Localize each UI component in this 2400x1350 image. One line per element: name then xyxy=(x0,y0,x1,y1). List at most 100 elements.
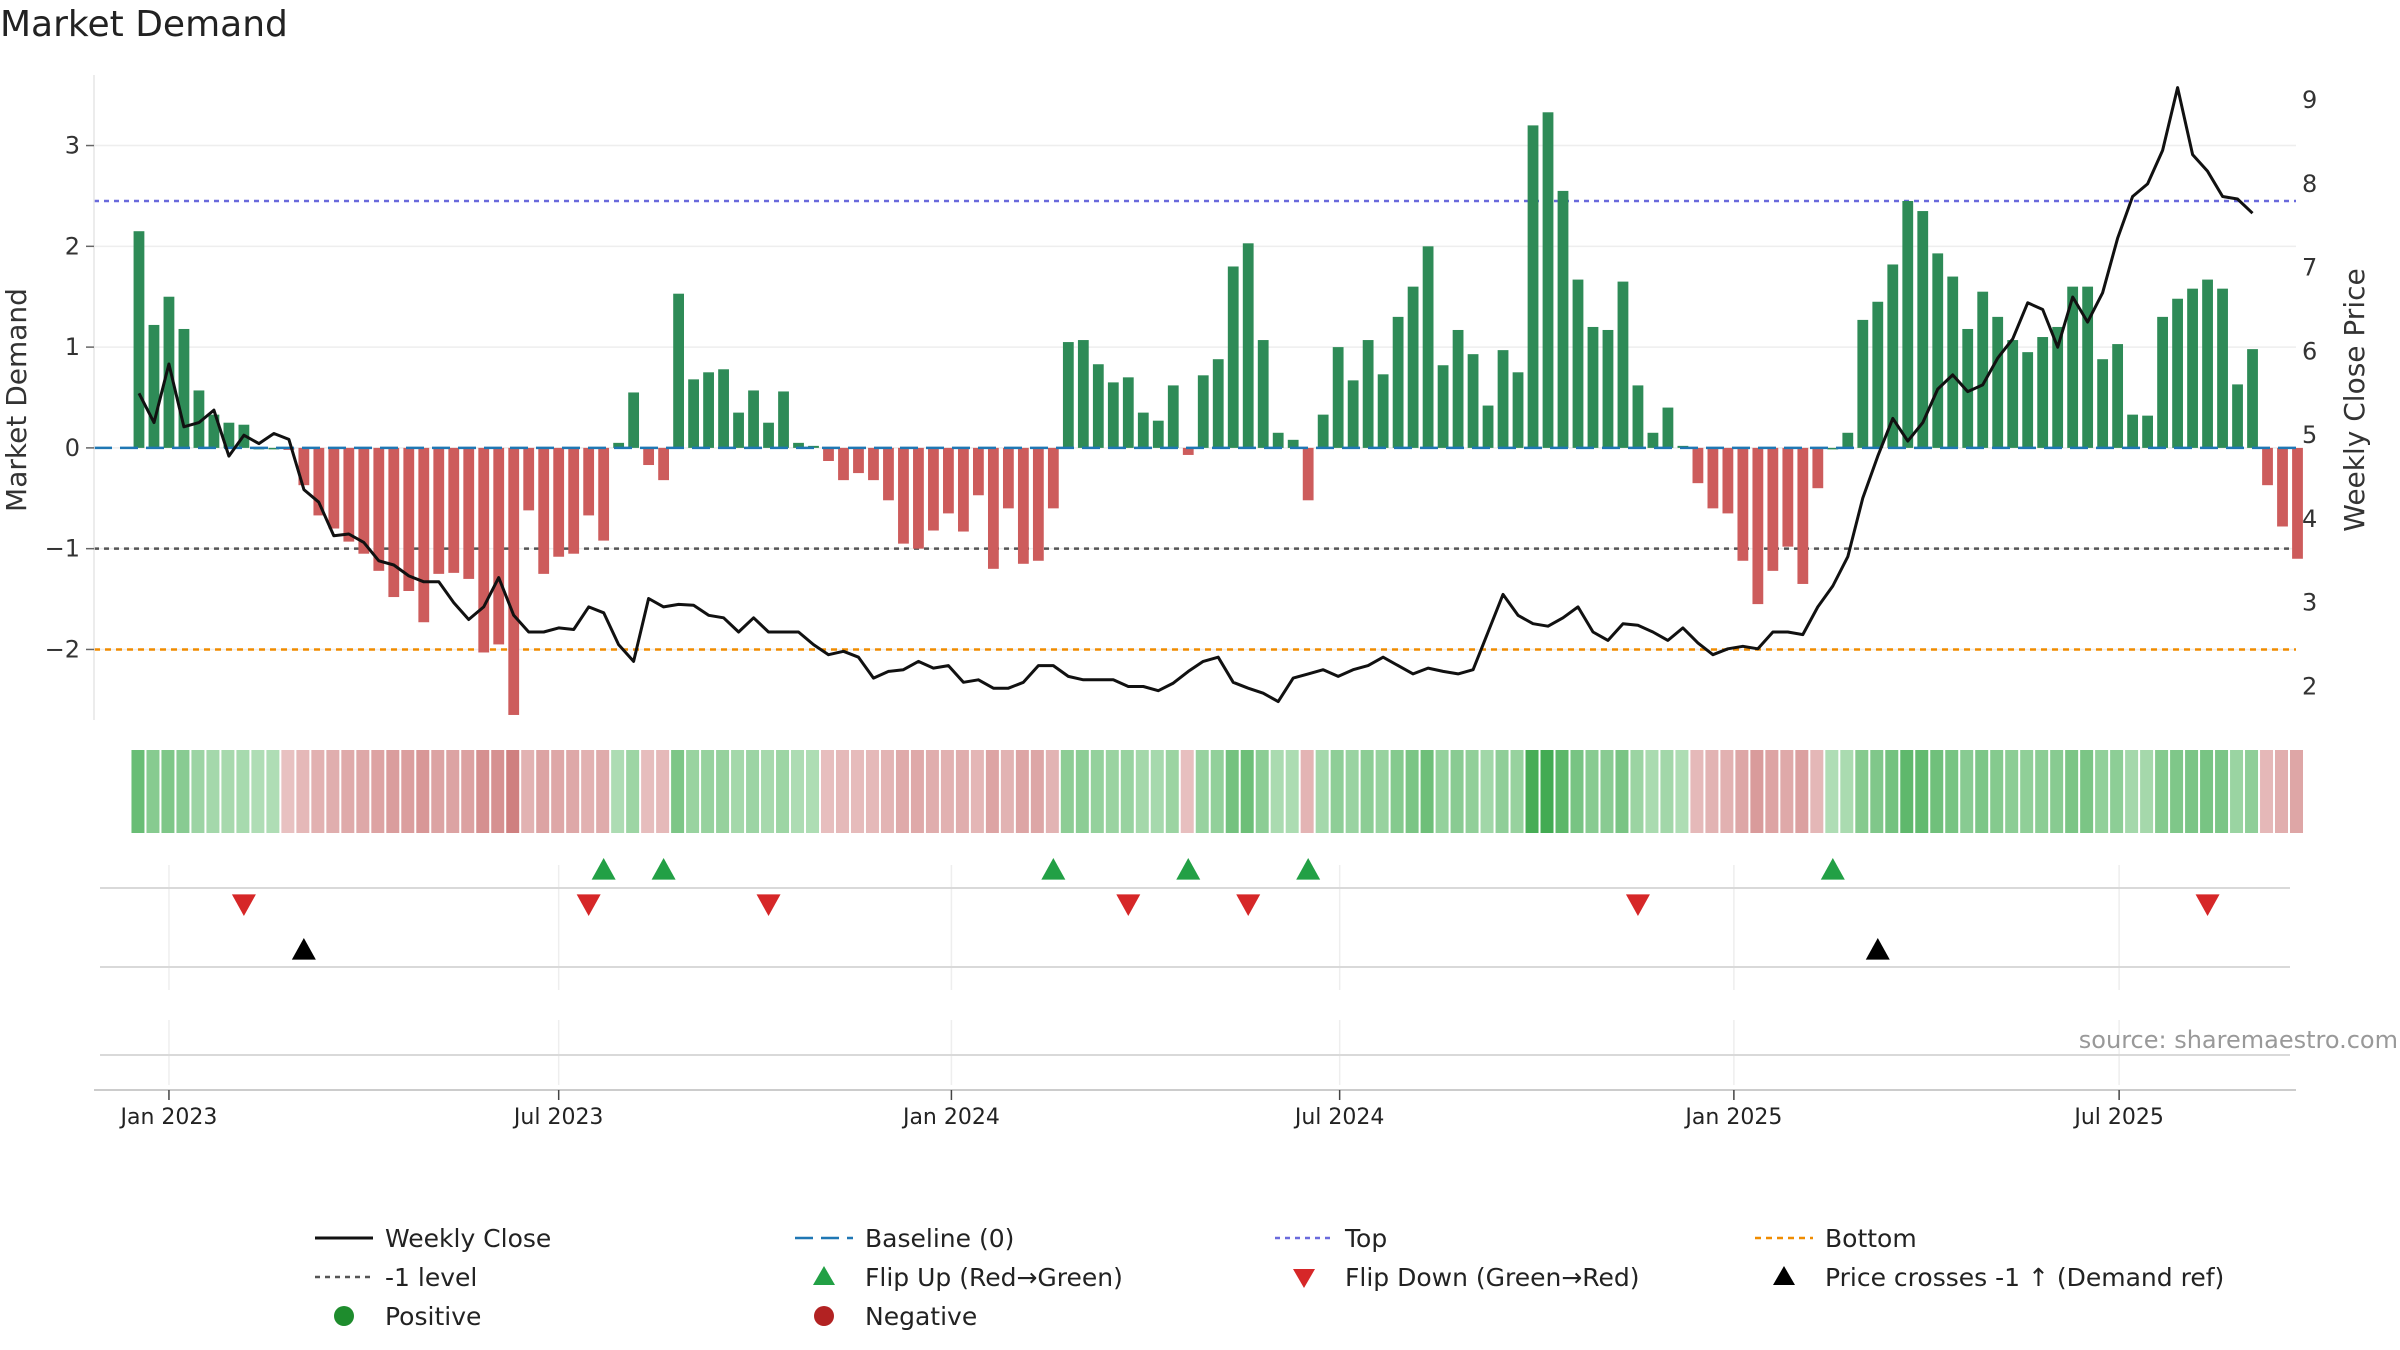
heat-cell xyxy=(1135,750,1149,833)
demand-bar xyxy=(178,328,190,448)
demand-bar xyxy=(268,447,280,450)
heat-cell xyxy=(236,750,250,833)
demand-bar xyxy=(328,447,340,529)
demand-bar xyxy=(1602,329,1614,448)
demand-heat-strip xyxy=(131,750,2303,833)
heat-cell xyxy=(1330,750,1344,833)
heat-cell xyxy=(1375,750,1389,833)
demand-bar xyxy=(1107,382,1119,448)
demand-bar xyxy=(2052,326,2064,448)
legend-swatch-positive xyxy=(334,1306,354,1326)
heat-cell xyxy=(296,750,310,833)
heat-cell xyxy=(985,750,999,833)
flip-up-marker xyxy=(651,858,676,880)
demand-bar xyxy=(1737,447,1749,561)
heat-cell xyxy=(1090,750,1104,833)
demand-bar xyxy=(928,447,939,531)
heat-cell xyxy=(176,750,190,833)
y2-tick-label: 5 xyxy=(2302,421,2317,449)
legend-label-bottom: Bottom xyxy=(1825,1224,1917,1253)
heat-cell xyxy=(521,750,535,833)
demand-bar xyxy=(913,447,924,549)
demand-bar xyxy=(418,447,430,623)
y2-tick-label: 9 xyxy=(2302,86,2317,114)
heat-cell xyxy=(356,750,370,833)
heat-cell xyxy=(641,750,655,833)
heat-cell xyxy=(1030,750,1044,833)
demand-bar xyxy=(2097,359,2109,448)
heat-cell xyxy=(1780,750,1794,833)
heat-cell xyxy=(1585,750,1599,833)
demand-bar xyxy=(2067,286,2079,448)
legend-label-baseline: Baseline (0) xyxy=(865,1224,1014,1253)
demand-bar xyxy=(2142,415,2153,448)
demand-bar xyxy=(1467,354,1479,448)
demand-bar xyxy=(658,447,670,481)
demand-bar xyxy=(1572,279,1584,448)
legend-swatch-flip-down xyxy=(1293,1269,1315,1288)
flip-up-marker xyxy=(1176,858,1201,880)
demand-bar xyxy=(718,369,729,448)
legend-label-flip-down: Flip Down (Green→Red) xyxy=(1345,1263,1640,1292)
heat-cell xyxy=(461,750,475,833)
x-tick-label: Jan 2025 xyxy=(1683,1105,1782,1130)
demand-bar xyxy=(1182,447,1194,455)
demand-bar xyxy=(508,447,520,715)
demand-bar xyxy=(2127,414,2139,448)
heat-cell xyxy=(1615,750,1629,833)
demand-bar xyxy=(1722,447,1734,514)
heat-cell xyxy=(1750,750,1764,833)
demand-bar xyxy=(2277,447,2288,527)
demand-bar xyxy=(1047,447,1059,509)
demand-bar xyxy=(1032,447,1044,561)
heat-cell xyxy=(1660,750,1674,833)
heat-cell xyxy=(1060,750,1074,833)
flip-down-marker xyxy=(231,894,256,916)
heat-cell xyxy=(1915,750,1929,833)
heat-cell xyxy=(671,750,685,833)
heat-cell xyxy=(1555,750,1569,833)
heat-cell xyxy=(1570,750,1584,833)
heat-cell xyxy=(1690,750,1704,833)
demand-bar xyxy=(2157,316,2168,448)
demand-bar xyxy=(2037,337,2049,448)
demand-bar xyxy=(1662,407,1674,448)
heat-cell xyxy=(761,750,775,833)
demand-bar xyxy=(1137,412,1149,448)
heat-cell xyxy=(1795,750,1809,833)
heat-cell xyxy=(581,750,595,833)
price-series xyxy=(137,86,2254,704)
heat-cell xyxy=(1525,750,1539,833)
heat-cell xyxy=(1540,750,1554,833)
y2-tick-label: 2 xyxy=(2302,672,2317,700)
demand-bar xyxy=(553,447,565,557)
demand-bar xyxy=(1782,447,1794,547)
demand-bar xyxy=(793,442,804,448)
heat-cell xyxy=(506,750,520,833)
demand-bar xyxy=(583,447,595,516)
demand-bar xyxy=(883,447,894,501)
demand-bar xyxy=(1122,377,1134,448)
demand-bar xyxy=(478,447,490,653)
demand-bar xyxy=(148,324,160,448)
heat-cell xyxy=(970,750,984,833)
heat-cell xyxy=(1990,750,2004,833)
demand-bar xyxy=(733,412,744,448)
demand-bar xyxy=(1422,246,1434,448)
heat-cell xyxy=(161,750,175,833)
y-tick-label: 1 xyxy=(65,333,80,361)
demand-bar xyxy=(1512,372,1524,448)
heat-cell xyxy=(835,750,849,833)
heat-cell xyxy=(2110,750,2124,833)
heat-cell xyxy=(1390,750,1404,833)
weekly-close-line xyxy=(137,86,2254,704)
demand-bar xyxy=(1227,266,1239,448)
demand-bar xyxy=(1062,342,1074,448)
heat-cell xyxy=(2080,750,2094,833)
heat-cell xyxy=(1165,750,1179,833)
y2-tick-label: 6 xyxy=(2302,337,2317,365)
demand-bar xyxy=(748,390,759,448)
demand-bar xyxy=(1962,328,1974,448)
heat-cell xyxy=(1930,750,1944,833)
